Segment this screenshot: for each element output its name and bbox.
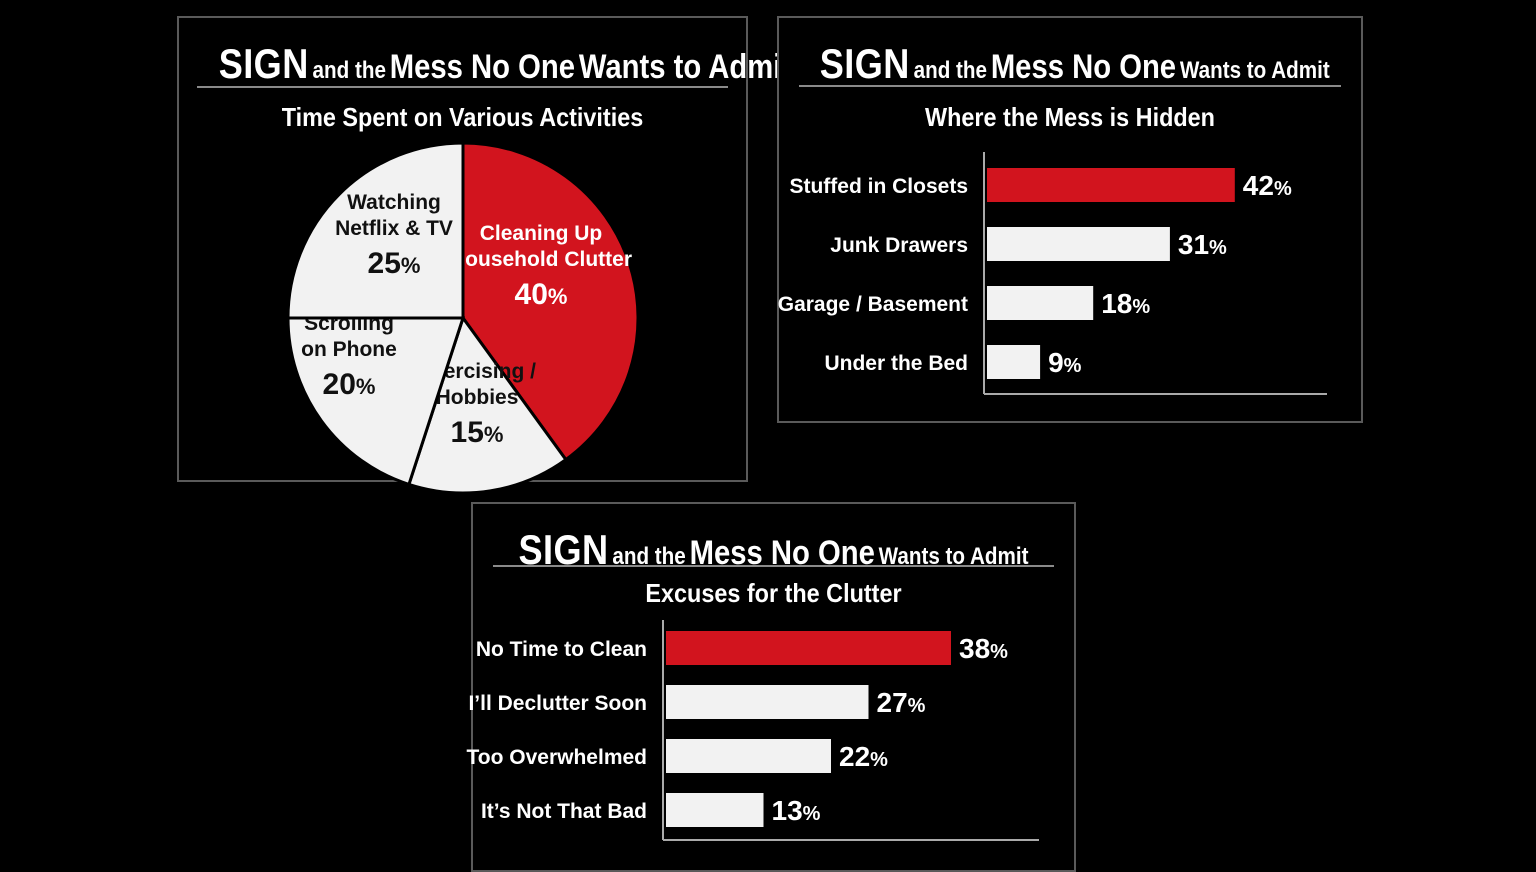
excuses-panel: SIGN and the Mess No One Wants to Admit … <box>467 502 1076 872</box>
category-label: Too Overwhelmed <box>467 746 647 769</box>
pie-slice-cleaning-up-household-clutter <box>461 141 640 462</box>
bar-stuffed-in-closets <box>987 168 1235 202</box>
percent-label: 20% <box>323 368 376 401</box>
percent-label: 13% <box>772 795 821 826</box>
bar-it-s-not-that-bad <box>666 793 764 827</box>
slice-label: Cleaning Up <box>480 222 603 245</box>
slice-label: Household Clutter <box>450 248 632 271</box>
category-label: I’ll Declutter Soon <box>468 692 647 715</box>
percent-label: 9% <box>1048 347 1082 378</box>
percent-label: 27% <box>877 687 926 718</box>
panel-header: SIGN and the Mess No One Wants to Admit <box>218 40 792 87</box>
percent-label: 18% <box>1101 288 1150 319</box>
slice-label: Netflix & TV <box>335 217 453 240</box>
panel-header: SIGN and the Mess No One Wants to Admit <box>819 40 1330 87</box>
percent-label: 42% <box>1243 170 1292 201</box>
chart-title: Where the Mess is Hidden <box>925 102 1215 132</box>
category-label: Under the Bed <box>824 352 968 375</box>
header-divider <box>799 85 1341 87</box>
category-label: No Time to Clean <box>476 638 647 661</box>
bar-no-time-to-clean <box>666 631 951 665</box>
bar-too-overwhelmed <box>666 739 831 773</box>
percent-label: 15% <box>451 416 504 449</box>
slice-label: Hobbies <box>436 386 519 409</box>
slice-label: on Phone <box>301 338 397 361</box>
category-label: It’s Not That Bad <box>481 800 647 823</box>
slice-label: Watching <box>347 191 441 214</box>
bar-garage-basement <box>987 286 1094 320</box>
chart-title: Time Spent on Various Activities <box>281 102 644 132</box>
hidden-mess-bar-chart: Stuffed in Closets 42% Junk Drawers 31% Gara… <box>778 152 1327 395</box>
pie-slice-scrolling-on-phone <box>286 316 466 487</box>
header-divider <box>493 565 1054 567</box>
bar-junk-drawers <box>987 227 1170 261</box>
header-divider <box>197 86 728 88</box>
excuses-bar-chart: No Time to Clean 38% I’ll Declutter Soon 27… <box>467 620 1039 841</box>
pie-slice-watching-netflix-tv <box>286 141 465 320</box>
hidden-mess-panel: SIGN and the Mess No One Wants to Admit … <box>777 16 1363 423</box>
pie-slice-exercising-hobbies <box>407 314 568 495</box>
percent-label: 38% <box>959 633 1008 664</box>
category-label: Garage / Basement <box>778 293 968 316</box>
chart-title: Excuses for the Clutter <box>645 578 902 608</box>
percent-label: 22% <box>839 741 888 772</box>
bar-under-the-bed <box>987 345 1041 379</box>
percent-label: 25% <box>368 247 421 280</box>
pie-chart-panel: SIGN and the Mess No One Wants to Admit … <box>177 16 792 495</box>
percent-label: 31% <box>1178 229 1227 260</box>
percent-label: 40% <box>515 278 568 311</box>
bar-i-ll-declutter-soon <box>666 685 869 719</box>
category-label: Junk Drawers <box>830 234 968 257</box>
category-label: Stuffed in Closets <box>789 175 968 198</box>
